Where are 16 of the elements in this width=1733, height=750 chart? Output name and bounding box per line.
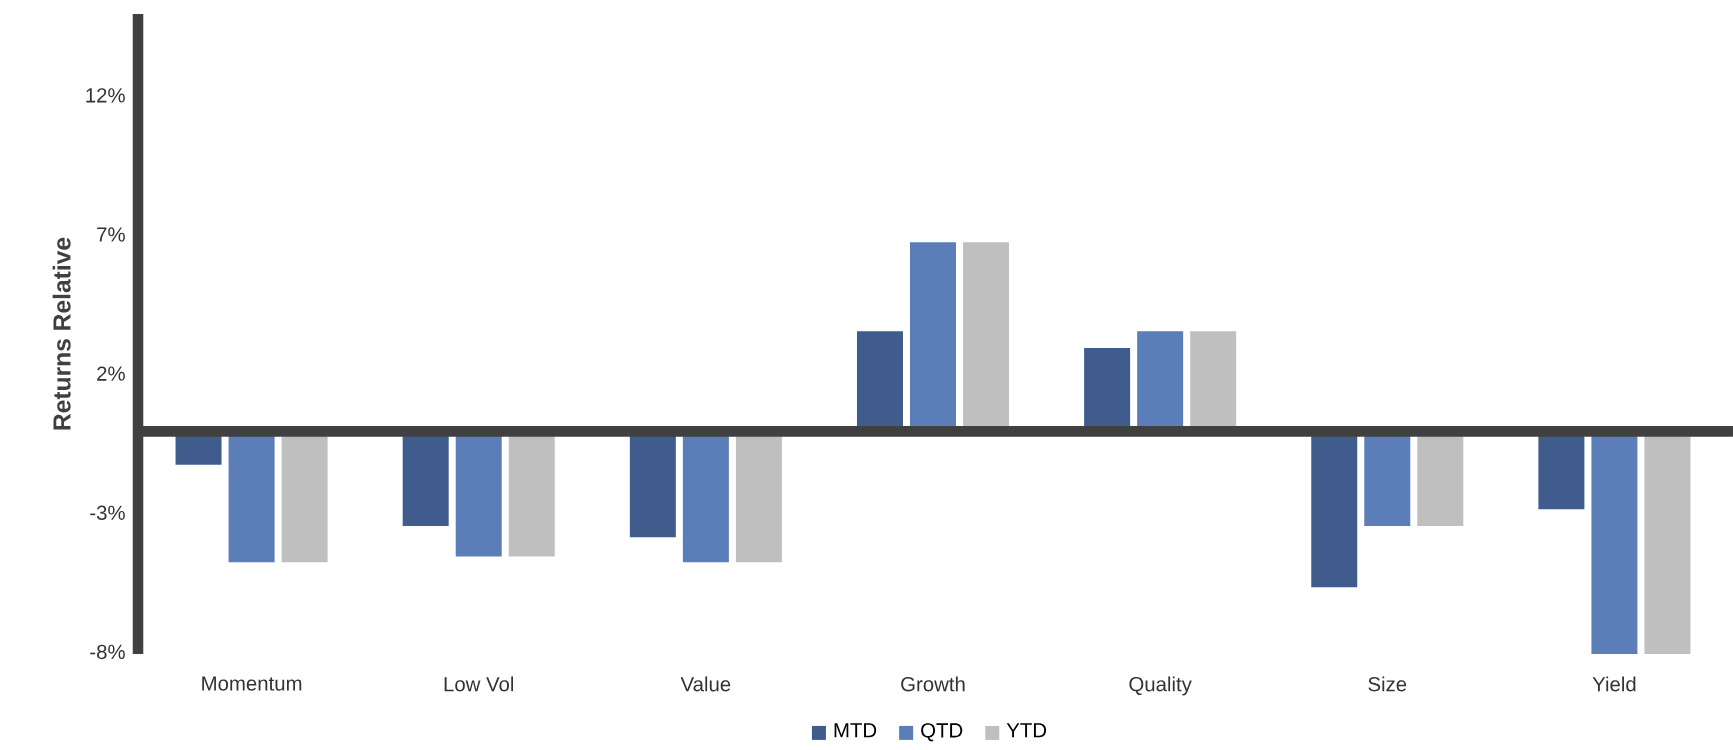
y-tick-label: -3% <box>90 505 125 521</box>
y-tick-label: 2% <box>97 366 125 381</box>
legend-label: QTD <box>921 723 963 742</box>
y-tick-label: -8% <box>90 644 125 660</box>
y-tick-label: 12% <box>86 88 125 103</box>
x-tick-label: Momentum <box>202 676 302 691</box>
x-tick-label: Value <box>680 676 731 692</box>
x-tick-label: Low Vol <box>444 676 514 692</box>
legend-label: MTD <box>834 723 877 738</box>
x-tick-label: Size <box>1368 676 1407 692</box>
legend-label: YTD <box>1006 723 1047 738</box>
x-tick-label: Quality <box>1129 676 1192 696</box>
x-tick-label: Growth <box>901 676 965 692</box>
x-tick-label: Yield <box>1592 676 1636 692</box>
y-tick-label: 7% <box>97 227 125 242</box>
y-axis-title: Returns Relative <box>52 237 71 430</box>
